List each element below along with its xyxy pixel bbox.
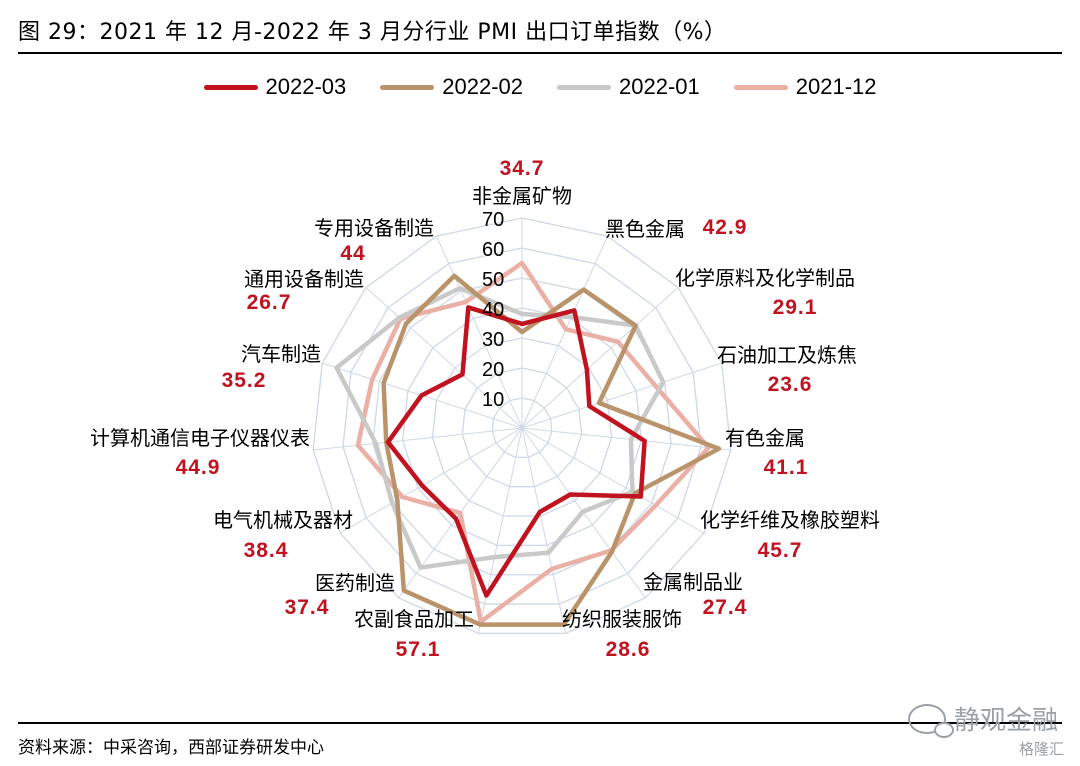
- value-label: 44.9: [176, 456, 221, 479]
- source-note: 资料来源：中采咨询，西部证券研发中心: [18, 738, 324, 758]
- radar-spoke: [436, 235, 523, 429]
- legend-swatch-2022-03: [203, 84, 258, 90]
- category-label: 电气机械及器材: [213, 508, 353, 532]
- radial-tick-label: 40: [482, 299, 504, 321]
- category-label: 石油加工及炼焦: [717, 343, 857, 367]
- legend-item-2022-01: 2022-01: [557, 74, 700, 100]
- legend-label: 2022-03: [265, 74, 347, 99]
- category-label: 化学原料及化学制品: [675, 266, 855, 290]
- radial-tick-label: 10: [482, 389, 504, 411]
- value-label: 26.7: [247, 291, 292, 314]
- category-label: 化学纤维及橡胶塑料: [700, 508, 880, 532]
- series-line-2022-01: [334, 285, 666, 570]
- value-label: 42.9: [703, 216, 748, 239]
- source-rule: [18, 722, 1062, 724]
- radar-spoke: [521, 427, 705, 534]
- category-label: 医药制造: [315, 571, 395, 595]
- legend-swatch-2022-02: [380, 84, 435, 90]
- value-label: 57.1: [396, 638, 441, 661]
- value-label: 44: [340, 242, 365, 265]
- radar-spoke: [365, 287, 523, 429]
- value-label: 28.6: [606, 638, 651, 661]
- watermark-text: 静观金融: [953, 706, 1058, 736]
- value-label: 45.7: [758, 539, 803, 562]
- legend-item-2022-03: 2022-03: [203, 74, 347, 100]
- legend-swatch-2022-01: [557, 84, 611, 90]
- legend-label: 2021-12: [795, 74, 877, 99]
- legend-swatch-2021-12: [733, 84, 788, 90]
- value-label: 34.7: [500, 157, 545, 180]
- radar-spoke: [477, 427, 523, 634]
- category-label: 黑色金属: [605, 217, 685, 241]
- category-label: 通用设备制造: [244, 267, 364, 291]
- legend-label: 2022-02: [442, 74, 523, 99]
- watermark: 静观金融: [907, 700, 1058, 738]
- legend-item-2021-12: 2021-12: [733, 74, 877, 100]
- radar-spoke: [521, 235, 608, 429]
- value-label: 23.6: [768, 373, 813, 396]
- radar-grid-ring: [491, 397, 553, 458]
- category-label: 农副食品加工: [354, 607, 474, 631]
- category-label: 纺织服装服饰: [562, 607, 682, 631]
- radar-spoke: [313, 427, 523, 451]
- radar-spoke: [339, 427, 523, 534]
- radar-spoke: [521, 362, 722, 429]
- value-label: 37.4: [285, 596, 330, 619]
- series-line-2022-02: [381, 273, 722, 627]
- value-label: 29.1: [773, 296, 818, 319]
- category-label: 汽车制造: [241, 342, 321, 366]
- legend: 2022-03 2022-02 2022-01 2021-12: [0, 74, 1080, 100]
- value-label: 27.4: [703, 596, 748, 619]
- chart-title: 图 29：2021 年 12 月-2022 年 3 月分行业 PMI 出口订单指…: [18, 20, 727, 45]
- category-label: 专用设备制造: [314, 216, 434, 240]
- category-label: 计算机通信电子仪器仪表: [90, 426, 310, 450]
- radar-grid-ring: [401, 307, 643, 547]
- radial-tick-label: 60: [482, 239, 504, 261]
- category-label: 非金属矿物: [472, 184, 572, 208]
- wechat-icon: [907, 703, 954, 738]
- category-label: 有色金属: [725, 426, 805, 450]
- value-label: 38.4: [244, 539, 289, 562]
- series-line-2022-03: [385, 305, 647, 598]
- radial-tick-label: 50: [482, 269, 504, 291]
- radar-spoke: [521, 427, 731, 451]
- value-label: 35.2: [222, 369, 267, 392]
- watermark-sub: 格隆汇: [1018, 740, 1064, 758]
- legend-item-2022-02: 2022-02: [380, 74, 523, 100]
- radar-grid-ring: [312, 217, 732, 635]
- radar-grid-ring: [461, 367, 583, 488]
- radar-spoke: [521, 287, 679, 429]
- radial-tick-label: 30: [482, 329, 504, 351]
- series-line-2021-12: [355, 260, 711, 624]
- radial-tick-label: 20: [482, 359, 504, 381]
- radial-tick-label: 70: [482, 209, 504, 231]
- value-label: 41.1: [764, 456, 809, 479]
- legend-label: 2022-01: [619, 74, 700, 99]
- radar-spoke: [521, 427, 567, 634]
- title-rule: [18, 52, 1062, 54]
- category-label: 金属制品业: [643, 570, 743, 594]
